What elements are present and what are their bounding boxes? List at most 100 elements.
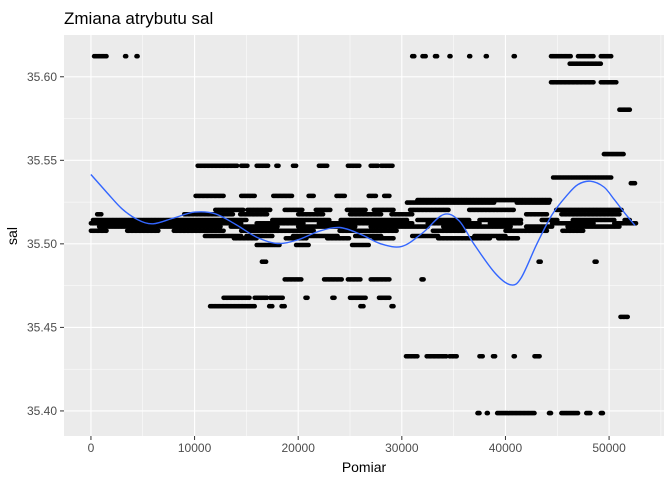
scatter-point bbox=[415, 354, 420, 359]
scatter-point bbox=[320, 212, 326, 217]
scatter-point bbox=[276, 163, 281, 169]
scatter-point bbox=[252, 303, 257, 309]
scatter-point bbox=[270, 303, 275, 309]
scatter-point bbox=[617, 224, 622, 229]
scatter-point bbox=[600, 410, 606, 416]
scatter-point bbox=[594, 259, 599, 265]
scatter-point bbox=[409, 212, 415, 217]
scatter-point bbox=[361, 303, 366, 309]
x-axis: 0 10000 20000 30000 40000 50000 bbox=[88, 436, 626, 455]
scatter-point bbox=[342, 193, 348, 199]
x-tick-label: 50000 bbox=[592, 441, 626, 455]
scatter-point bbox=[532, 410, 537, 416]
scatter-point bbox=[511, 207, 516, 213]
scatter-point bbox=[387, 295, 392, 301]
scatter-point bbox=[267, 207, 273, 213]
x-tick-label: 40000 bbox=[489, 441, 523, 455]
scatter-point bbox=[546, 200, 552, 205]
scatter-point bbox=[423, 53, 429, 59]
scatter-point bbox=[484, 53, 490, 59]
scatter-point bbox=[391, 207, 396, 213]
scatter-point bbox=[221, 228, 226, 234]
scatter-point bbox=[252, 193, 257, 199]
scatter-point bbox=[454, 354, 460, 359]
scatter-point bbox=[230, 212, 236, 217]
scatter-point bbox=[280, 295, 286, 301]
scatter-point bbox=[247, 295, 252, 301]
y-tick-label: 35.50 bbox=[27, 237, 57, 251]
scatter-point bbox=[544, 212, 550, 217]
scatter-point bbox=[234, 163, 240, 169]
scatter-point bbox=[512, 53, 518, 59]
y-axis: 35.40 35.45 35.50 35.55 35.60 bbox=[27, 70, 64, 418]
scatter-point bbox=[339, 277, 345, 282]
scatter-point bbox=[621, 151, 626, 157]
scatter-point bbox=[378, 212, 384, 217]
scatter-point bbox=[394, 228, 399, 234]
scatter-point bbox=[245, 163, 250, 169]
scatter-point bbox=[352, 224, 358, 229]
y-tick-label: 35.55 bbox=[27, 153, 57, 167]
y-axis-label: sal bbox=[4, 227, 20, 245]
scatter-point bbox=[515, 236, 521, 241]
chart-title: Zmiana atrybutu sal bbox=[64, 9, 213, 28]
scatter-point bbox=[568, 53, 573, 59]
scatter-point bbox=[434, 53, 440, 59]
scatter-point bbox=[446, 207, 451, 213]
scatter-point bbox=[617, 212, 622, 217]
scatter-point bbox=[104, 228, 109, 234]
scatter-point bbox=[480, 354, 486, 359]
scatter-point bbox=[491, 200, 497, 205]
x-tick-label: 30000 bbox=[385, 441, 419, 455]
scatter-point bbox=[289, 193, 295, 199]
scatter-point bbox=[275, 224, 280, 229]
scatter-point bbox=[608, 53, 614, 59]
scatter-point bbox=[264, 212, 270, 217]
scatter-point bbox=[632, 180, 638, 186]
scatter-point bbox=[627, 107, 633, 112]
scatter-point bbox=[537, 354, 542, 359]
scatter-point bbox=[548, 410, 554, 416]
scatter-point bbox=[346, 236, 352, 241]
scatter-point bbox=[332, 295, 337, 301]
data-points bbox=[88, 53, 639, 416]
scatter-point bbox=[299, 277, 304, 282]
scatter-point bbox=[156, 228, 161, 234]
scatter-point bbox=[357, 163, 362, 169]
scatter-point bbox=[311, 193, 317, 199]
scatter-point bbox=[366, 242, 372, 248]
scatter-point bbox=[467, 53, 473, 59]
smooth-trend-line bbox=[90, 174, 636, 286]
scatter-point bbox=[99, 212, 104, 217]
x-tick-label: 10000 bbox=[178, 441, 212, 455]
scatter-point bbox=[373, 193, 379, 199]
scatter-point bbox=[538, 259, 543, 265]
x-tick-label: 0 bbox=[88, 441, 95, 455]
scatter-point bbox=[518, 221, 524, 226]
scatter-point bbox=[591, 53, 596, 59]
scatter-point bbox=[282, 303, 288, 309]
scatter-point bbox=[544, 228, 550, 234]
y-tick-label: 35.60 bbox=[27, 70, 57, 84]
scatter-point bbox=[328, 207, 333, 213]
scatter-point bbox=[391, 236, 396, 241]
scatter-point bbox=[598, 61, 604, 66]
scatter-point bbox=[387, 277, 392, 282]
y-tick-label: 35.40 bbox=[27, 404, 57, 418]
scatter-point bbox=[625, 314, 630, 320]
scatter-point bbox=[293, 163, 299, 169]
scatter-point bbox=[549, 224, 555, 229]
scatter-point bbox=[591, 80, 596, 85]
scatter-point bbox=[487, 236, 493, 241]
scatter-point bbox=[265, 163, 271, 169]
scatter-point bbox=[391, 303, 396, 309]
y-tick-label: 35.45 bbox=[27, 320, 57, 334]
scatter-point bbox=[358, 277, 363, 282]
x-tick-label: 20000 bbox=[282, 441, 316, 455]
scatter-point bbox=[104, 53, 109, 59]
scatter-point bbox=[512, 354, 518, 359]
scatter-point bbox=[363, 295, 368, 301]
scatter-point bbox=[421, 277, 426, 282]
scatter-point bbox=[270, 233, 275, 239]
